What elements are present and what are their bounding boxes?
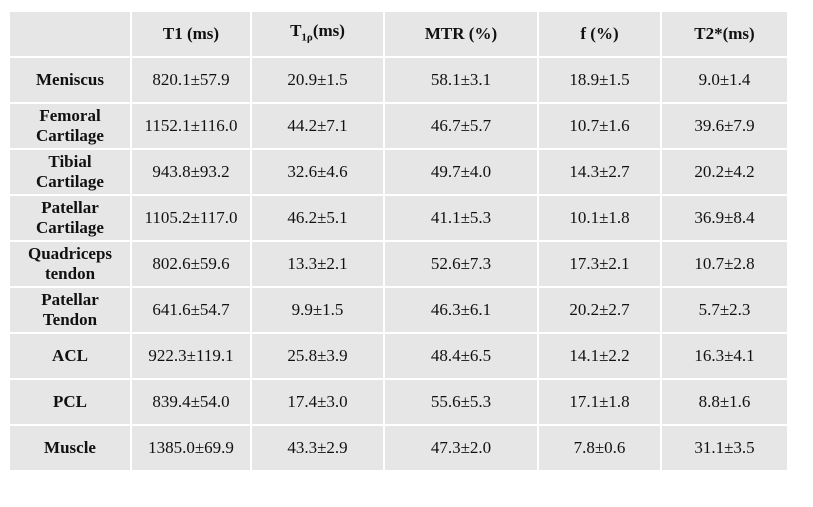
- table-row: Femoral Cartilage 1152.1±116.0 44.2±7.1 46.…: [8, 102, 789, 150]
- value-cell: 802.6±59.6: [130, 240, 252, 288]
- data-table: T1 (ms) T1ρ(ms) MTR (%) f (%) T2*(ms) Menisc…: [8, 10, 789, 472]
- row-label-cell: Quadriceps tendon: [8, 240, 132, 288]
- value-cell: 39.6±7.9: [660, 102, 789, 150]
- value-cell: 31.1±3.5: [660, 424, 789, 472]
- row-label: ACL: [52, 346, 88, 365]
- table-row: Meniscus 820.1±57.9 20.9±1.5 58.1±3.1 18.9±1…: [8, 56, 789, 104]
- value-cell: 18.9±1.5: [537, 56, 662, 104]
- value-cell: 36.9±8.4: [660, 194, 789, 242]
- row-label: Femoral Cartilage: [36, 106, 104, 145]
- row-label-cell: Tibial Cartilage: [8, 148, 132, 196]
- value-cell: 58.1±3.1: [383, 56, 539, 104]
- table-row: Muscle 1385.0±69.9 43.3±2.9 47.3±2.0 7.8±0.6…: [8, 424, 789, 472]
- value-cell: 10.1±1.8: [537, 194, 662, 242]
- value-cell: 9.0±1.4: [660, 56, 789, 104]
- value-cell: 820.1±57.9: [130, 56, 252, 104]
- table-row: Patellar Cartilage 1105.2±117.0 46.2±5.1 41…: [8, 194, 789, 242]
- header-cell: T1ρ(ms): [250, 10, 385, 58]
- row-label: Patellar Tendon: [41, 290, 99, 329]
- value-cell: 9.9±1.5: [250, 286, 385, 334]
- header-subscript: 1ρ: [301, 31, 313, 44]
- row-label: Meniscus: [36, 70, 104, 89]
- row-label: Quadriceps tendon: [27, 244, 113, 283]
- header-cell: T1 (ms): [130, 10, 252, 58]
- value-cell: 52.6±7.3: [383, 240, 539, 288]
- value-cell: 49.7±4.0: [383, 148, 539, 196]
- header-text: (ms): [312, 20, 345, 40]
- value-cell: 14.3±2.7: [537, 148, 662, 196]
- value-cell: 32.6±4.6: [250, 148, 385, 196]
- value-cell: 20.2±4.2: [660, 148, 789, 196]
- value-cell: 16.3±4.1: [660, 332, 789, 380]
- row-label-cell: Meniscus: [8, 56, 132, 104]
- table-row: ACL 922.3±119.1 25.8±3.9 48.4±6.5 14.1±2.2 16…: [8, 332, 789, 380]
- row-label-cell: Patellar Cartilage: [8, 194, 132, 242]
- value-cell: 7.8±0.6: [537, 424, 662, 472]
- header-cell: [8, 10, 132, 58]
- value-cell: 48.4±6.5: [383, 332, 539, 380]
- header-text: T: [290, 20, 302, 40]
- value-cell: 20.2±2.7: [537, 286, 662, 334]
- value-cell: 46.3±6.1: [383, 286, 539, 334]
- row-label-cell: ACL: [8, 332, 132, 380]
- table-row: PCL 839.4±54.0 17.4±3.0 55.6±5.3 17.1±1.8 8.8…: [8, 378, 789, 426]
- table-row: Tibial Cartilage 943.8±93.2 32.6±4.6 49.7±4…: [8, 148, 789, 196]
- value-cell: 46.2±5.1: [250, 194, 385, 242]
- row-label: PCL: [53, 392, 87, 411]
- value-cell: 47.3±2.0: [383, 424, 539, 472]
- table-row: Quadriceps tendon 802.6±59.6 13.3±2.1 52.6±…: [8, 240, 789, 288]
- table-body: Meniscus 820.1±57.9 20.9±1.5 58.1±3.1 18.9±1…: [8, 56, 789, 472]
- value-cell: 43.3±2.9: [250, 424, 385, 472]
- value-cell: 5.7±2.3: [660, 286, 789, 334]
- value-cell: 1385.0±69.9: [130, 424, 252, 472]
- value-cell: 17.3±2.1: [537, 240, 662, 288]
- value-cell: 41.1±5.3: [383, 194, 539, 242]
- value-cell: 17.1±1.8: [537, 378, 662, 426]
- table-row: Patellar Tendon 641.6±54.7 9.9±1.5 46.3±6.1…: [8, 286, 789, 334]
- value-cell: 10.7±1.6: [537, 102, 662, 150]
- header-cell: MTR (%): [383, 10, 539, 58]
- value-cell: 46.7±5.7: [383, 102, 539, 150]
- value-cell: 10.7±2.8: [660, 240, 789, 288]
- value-cell: 14.1±2.2: [537, 332, 662, 380]
- row-label-cell: Muscle: [8, 424, 132, 472]
- row-label-cell: Patellar Tendon: [8, 286, 132, 334]
- value-cell: 55.6±5.3: [383, 378, 539, 426]
- value-cell: 8.8±1.6: [660, 378, 789, 426]
- value-cell: 20.9±1.5: [250, 56, 385, 104]
- row-label: Muscle: [44, 438, 96, 457]
- header-row: T1 (ms) T1ρ(ms) MTR (%) f (%) T2*(ms): [8, 10, 789, 58]
- value-cell: 13.3±2.1: [250, 240, 385, 288]
- value-cell: 44.2±7.1: [250, 102, 385, 150]
- value-cell: 25.8±3.9: [250, 332, 385, 380]
- value-cell: 1105.2±117.0: [130, 194, 252, 242]
- row-label: Patellar Cartilage: [36, 198, 104, 237]
- row-label-cell: Femoral Cartilage: [8, 102, 132, 150]
- value-cell: 943.8±93.2: [130, 148, 252, 196]
- value-cell: 17.4±3.0: [250, 378, 385, 426]
- value-cell: 922.3±119.1: [130, 332, 252, 380]
- row-label-cell: PCL: [8, 378, 132, 426]
- header-cell: T2*(ms): [660, 10, 789, 58]
- row-label: Tibial Cartilage: [36, 152, 104, 191]
- value-cell: 839.4±54.0: [130, 378, 252, 426]
- value-cell: 1152.1±116.0: [130, 102, 252, 150]
- value-cell: 641.6±54.7: [130, 286, 252, 334]
- header-cell: f (%): [537, 10, 662, 58]
